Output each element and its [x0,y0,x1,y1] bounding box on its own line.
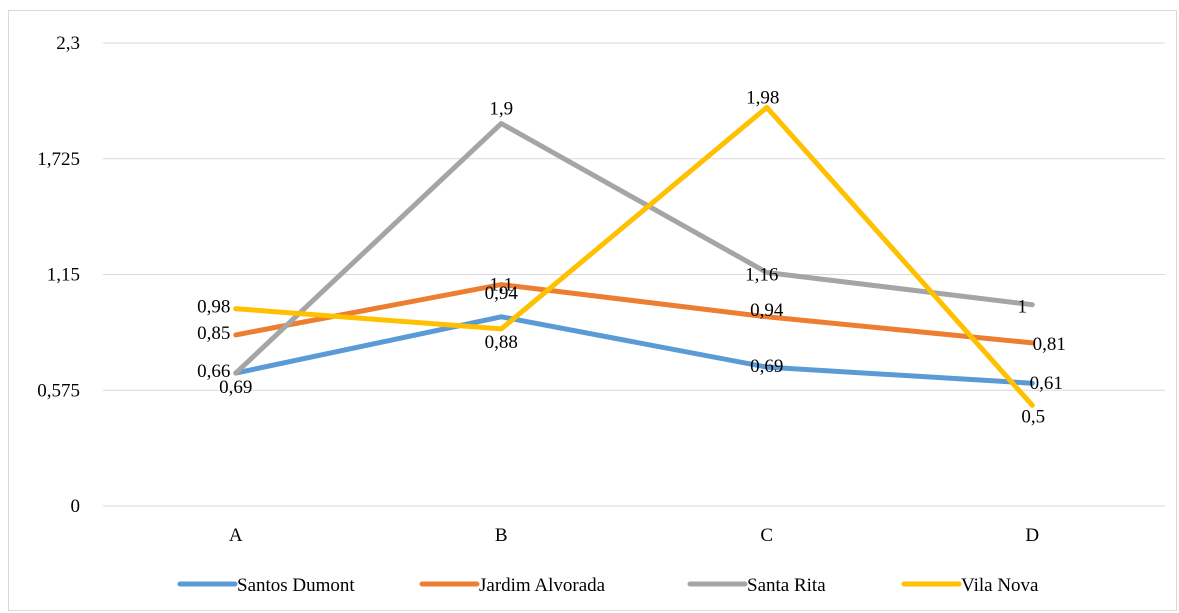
y-axis-tick-labels: 0 0,575 1,15 1,725 2,3 [37,33,80,517]
series-line [233,314,1035,386]
series-line [233,282,1035,346]
x-tick-label: D [1025,525,1039,546]
data-label: 0,69 [219,377,252,398]
legend-label: Jardim Alvorada [479,575,606,596]
data-label: 0,61 [1030,373,1063,394]
x-tick-label: B [495,525,508,546]
data-label: 0,94 [485,283,519,304]
data-label: 1,9 [489,99,513,120]
data-label: 0,69 [750,356,783,377]
legend-label: Santa Rita [747,575,826,596]
data-label: 1,16 [745,264,778,285]
data-label: 0,94 [750,300,784,321]
data-label: 0,85 [197,323,230,344]
series-line [233,121,1035,376]
data-label: 0,5 [1021,406,1045,427]
legend-label: Vila Nova [961,575,1039,596]
y-tick-label: 0,575 [37,380,80,401]
data-label: 1 [1018,297,1028,318]
x-axis-tick-labels: A B C D [229,525,1039,546]
x-tick-label: A [229,525,243,546]
data-label: 0,81 [1033,334,1066,355]
legend: Santos Dumont Jardim Alvorada Santa Rita Vi… [177,575,1039,596]
data-labels: 0,690,940,690,610,851,10,940,810,661,91,… [197,87,1066,427]
data-label: 0,98 [197,297,230,318]
data-label: 0,66 [197,361,230,382]
y-tick-label: 1,15 [47,265,80,286]
legend-label: Santos Dumont [237,575,355,596]
gridlines [103,42,1165,507]
data-label: 0,88 [485,332,518,353]
chart-frame [8,10,1177,611]
series-line [233,104,1035,408]
data-label: 1,98 [746,87,779,108]
y-tick-label: 1,725 [37,149,80,170]
y-tick-label: 0 [71,496,81,517]
data-label: 1,1 [489,275,513,296]
series-lines [233,104,1035,408]
x-tick-label: C [760,525,773,546]
y-tick-label: 2,3 [56,33,80,54]
